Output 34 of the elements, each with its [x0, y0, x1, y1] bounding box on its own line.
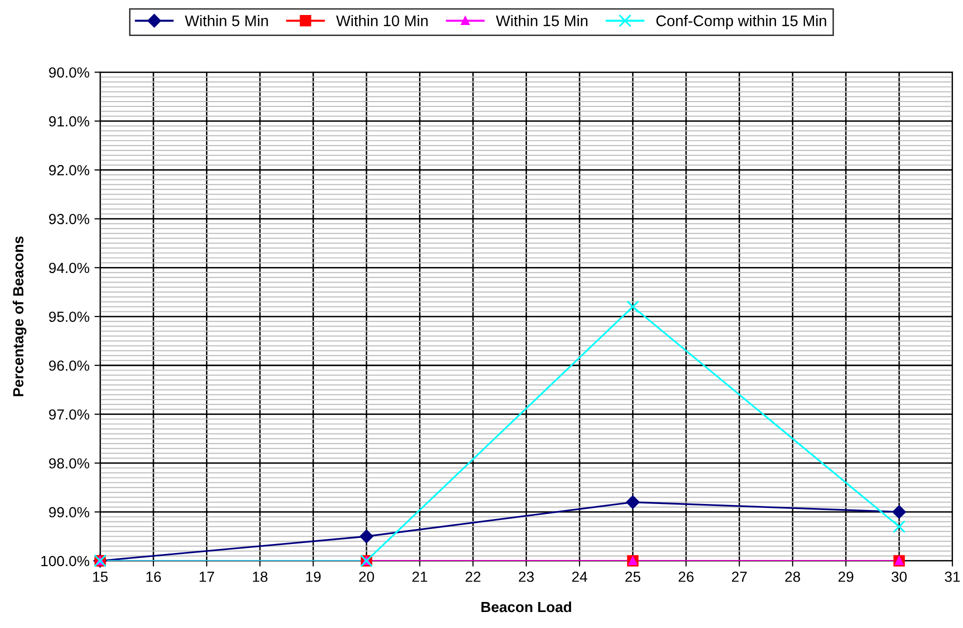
y-tick-label: 90.0%	[49, 67, 90, 78]
legend-label: Within 5 Min	[184, 15, 268, 26]
y-tick-label: 92.0%	[49, 165, 90, 176]
x-tick-label: 20	[359, 572, 374, 582]
x-tick-label: 17	[200, 572, 214, 582]
y-tick-label: 99.0%	[49, 507, 90, 518]
legend-label: Conf-Comp within 15 Min	[656, 15, 826, 30]
y-tick-label: 93.0%	[49, 214, 90, 224]
legend-label: Within 10 Min	[336, 15, 428, 26]
x-axis-title: Beacon Load	[481, 601, 572, 612]
y-tick-label: 91.0%	[49, 116, 90, 127]
x-tick-label: 26	[678, 572, 694, 582]
y-tick-label: 96.0%	[49, 360, 90, 371]
x-tick-label: 25	[625, 572, 640, 582]
y-tick-label: 98.0%	[49, 458, 90, 469]
x-tick-label: 30	[892, 572, 907, 582]
x-tick-label: 24	[572, 572, 588, 582]
x-tick-label: 22	[466, 572, 480, 582]
x-tick-label: 19	[306, 572, 321, 582]
x-tick-label: 28	[785, 572, 800, 582]
x-tick-label: 23	[518, 572, 534, 582]
legend-label: Within 15 Min	[496, 15, 588, 26]
x-tick-label: 16	[146, 572, 161, 582]
x-tick-label: 18	[252, 572, 268, 582]
x-tick-label: 21	[412, 572, 428, 582]
y-tick-label: 97.0%	[49, 409, 90, 420]
x-tick-label: 27	[732, 572, 747, 582]
x-tick-label: 29	[838, 572, 854, 582]
x-tick-label: 15	[93, 572, 108, 582]
x-tick-label: 31	[944, 572, 960, 582]
y-axis-title: Percentage of Beacons	[12, 236, 26, 396]
y-tick-label: 100.0%	[41, 556, 90, 566]
y-tick-label: 94.0%	[49, 262, 90, 274]
y-tick-label: 95.0%	[49, 312, 90, 322]
